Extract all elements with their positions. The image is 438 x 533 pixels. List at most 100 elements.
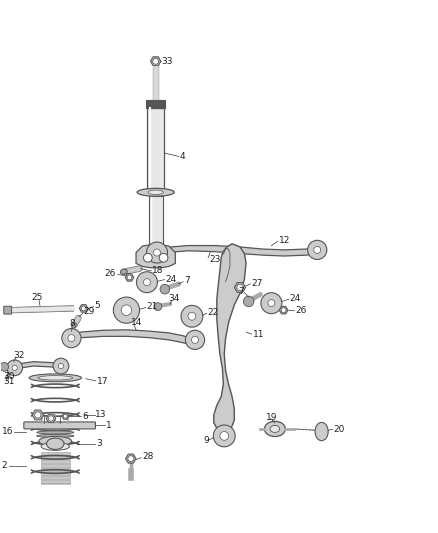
Text: 3: 3 xyxy=(96,439,102,448)
Polygon shape xyxy=(79,305,88,312)
FancyBboxPatch shape xyxy=(41,472,70,475)
Polygon shape xyxy=(234,282,246,293)
Text: 7: 7 xyxy=(239,287,244,296)
Circle shape xyxy=(181,305,203,327)
FancyBboxPatch shape xyxy=(149,196,162,253)
Text: 2: 2 xyxy=(2,461,7,470)
Ellipse shape xyxy=(38,376,73,380)
Ellipse shape xyxy=(41,442,70,450)
Circle shape xyxy=(160,285,170,294)
FancyBboxPatch shape xyxy=(41,464,70,467)
Ellipse shape xyxy=(37,434,74,438)
FancyBboxPatch shape xyxy=(24,422,95,429)
Circle shape xyxy=(188,312,196,320)
Text: 26: 26 xyxy=(105,269,116,278)
Circle shape xyxy=(281,308,286,312)
Circle shape xyxy=(0,362,9,372)
Circle shape xyxy=(159,253,168,262)
FancyBboxPatch shape xyxy=(146,100,165,108)
Text: 13: 13 xyxy=(95,410,107,419)
Text: 8: 8 xyxy=(70,319,75,328)
Ellipse shape xyxy=(265,421,286,437)
Polygon shape xyxy=(279,306,288,314)
Circle shape xyxy=(314,246,321,253)
Ellipse shape xyxy=(72,323,76,328)
Polygon shape xyxy=(136,245,175,268)
Polygon shape xyxy=(150,56,161,66)
Text: 16: 16 xyxy=(2,427,13,436)
Ellipse shape xyxy=(37,431,74,434)
Text: 31: 31 xyxy=(3,377,14,386)
Circle shape xyxy=(153,59,159,64)
Circle shape xyxy=(185,330,205,350)
Text: 11: 11 xyxy=(253,330,264,338)
Text: 14: 14 xyxy=(131,318,142,327)
Circle shape xyxy=(144,279,150,286)
Polygon shape xyxy=(126,454,136,463)
Circle shape xyxy=(191,336,198,343)
FancyBboxPatch shape xyxy=(4,306,12,314)
Ellipse shape xyxy=(270,425,280,432)
Text: 24: 24 xyxy=(165,274,177,284)
Circle shape xyxy=(53,358,69,374)
Polygon shape xyxy=(32,410,43,420)
Circle shape xyxy=(48,416,53,421)
Polygon shape xyxy=(65,330,197,345)
Text: 27: 27 xyxy=(251,279,263,288)
Text: 28: 28 xyxy=(142,453,154,462)
Circle shape xyxy=(144,253,152,262)
Circle shape xyxy=(7,360,22,376)
Circle shape xyxy=(220,432,229,440)
Circle shape xyxy=(237,284,243,290)
Ellipse shape xyxy=(148,190,163,195)
Polygon shape xyxy=(62,413,69,419)
Circle shape xyxy=(261,293,282,313)
Text: 1: 1 xyxy=(106,421,112,430)
Text: 18: 18 xyxy=(152,266,164,276)
Text: 30: 30 xyxy=(3,373,14,382)
Text: 7: 7 xyxy=(184,277,190,285)
Circle shape xyxy=(58,364,64,369)
Ellipse shape xyxy=(315,422,328,441)
Circle shape xyxy=(137,272,157,293)
FancyBboxPatch shape xyxy=(41,475,70,479)
Text: 22: 22 xyxy=(208,308,219,317)
FancyBboxPatch shape xyxy=(147,108,164,193)
Circle shape xyxy=(154,303,162,311)
Text: 33: 33 xyxy=(161,57,173,66)
Circle shape xyxy=(121,305,132,316)
Polygon shape xyxy=(46,414,56,423)
Polygon shape xyxy=(151,246,323,256)
Text: 17: 17 xyxy=(97,377,108,386)
FancyBboxPatch shape xyxy=(41,483,70,487)
Text: 23: 23 xyxy=(209,255,220,264)
Text: 32: 32 xyxy=(13,351,24,360)
Ellipse shape xyxy=(29,374,81,382)
Circle shape xyxy=(81,306,86,311)
Text: 4: 4 xyxy=(180,152,185,161)
Text: 24: 24 xyxy=(290,294,301,303)
Circle shape xyxy=(62,328,81,348)
Circle shape xyxy=(213,425,235,447)
Text: 34: 34 xyxy=(168,294,179,303)
Text: 25: 25 xyxy=(31,294,42,302)
Polygon shape xyxy=(214,244,246,432)
Text: 29: 29 xyxy=(84,308,95,317)
FancyBboxPatch shape xyxy=(41,468,70,471)
Circle shape xyxy=(307,240,327,260)
Circle shape xyxy=(153,249,160,256)
Circle shape xyxy=(64,414,67,418)
Text: 20: 20 xyxy=(333,425,345,434)
Ellipse shape xyxy=(120,269,127,274)
Ellipse shape xyxy=(37,427,74,431)
FancyBboxPatch shape xyxy=(41,456,70,459)
Circle shape xyxy=(12,365,17,370)
Circle shape xyxy=(113,297,140,323)
Ellipse shape xyxy=(39,437,72,446)
FancyBboxPatch shape xyxy=(41,452,70,455)
Circle shape xyxy=(244,296,254,306)
Text: 19: 19 xyxy=(266,413,278,422)
Text: 6: 6 xyxy=(82,412,88,421)
Text: 26: 26 xyxy=(295,305,306,314)
Circle shape xyxy=(268,300,275,306)
